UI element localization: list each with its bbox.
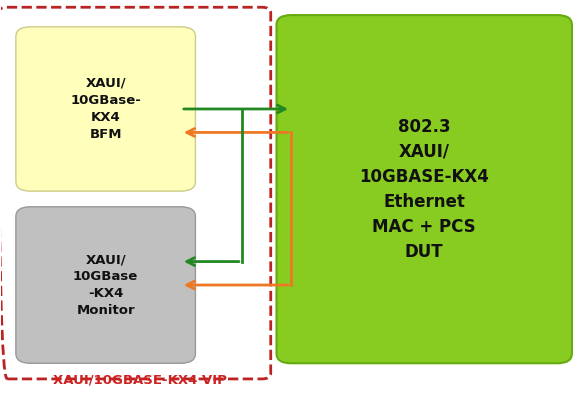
FancyBboxPatch shape [16,27,196,191]
Text: 802.3
XAUI/
10GBASE-KX4
Ethernet
MAC + PCS
DUT: 802.3 XAUI/ 10GBASE-KX4 Ethernet MAC + P… [359,118,489,261]
FancyBboxPatch shape [16,207,196,363]
Text: XAUI/
10GBase
-KX4
Monitor: XAUI/ 10GBase -KX4 Monitor [73,253,139,317]
Text: XAUI/
10GBase-
KX4
BFM: XAUI/ 10GBase- KX4 BFM [70,77,141,141]
FancyBboxPatch shape [276,15,572,363]
Text: XAUI/10GBASE-KX4 VIP: XAUI/10GBASE-KX4 VIP [54,374,228,387]
